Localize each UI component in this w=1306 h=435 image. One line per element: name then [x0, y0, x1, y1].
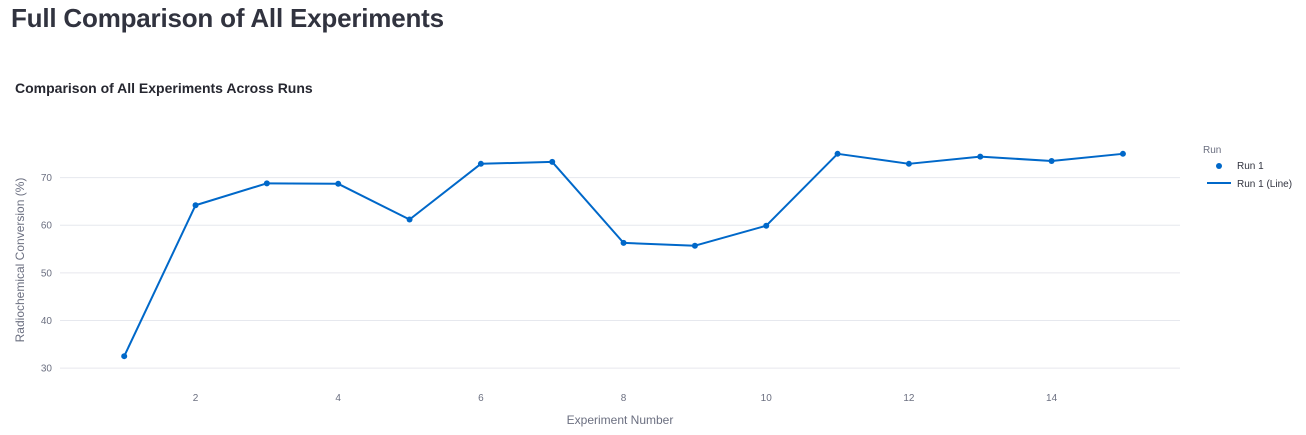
x-tick-label: 14: [1046, 393, 1058, 404]
chart-series[interactable]: [121, 150, 1126, 360]
data-point[interactable]: [834, 150, 841, 157]
x-tick-label: 4: [335, 393, 341, 404]
legend-label-run-1-line: Run 1 (Line): [1237, 179, 1292, 190]
y-axis-title: Radiochemical Conversion (%): [13, 178, 27, 343]
y-axis-ticks: 30 40 50 60 70: [41, 173, 53, 374]
data-point[interactable]: [121, 353, 128, 360]
data-point[interactable]: [977, 153, 984, 160]
legend-item-run-1[interactable]: Run 1: [1216, 161, 1264, 172]
y-tick-label: 40: [41, 316, 53, 327]
x-tick-label: 2: [193, 393, 199, 404]
data-point[interactable]: [620, 239, 627, 246]
data-point[interactable]: [1119, 150, 1126, 157]
legend-title: Run: [1203, 145, 1221, 156]
y-tick-label: 50: [41, 268, 53, 279]
data-point[interactable]: [905, 160, 912, 167]
x-axis-title: Experiment Number: [567, 413, 674, 427]
data-point[interactable]: [763, 222, 770, 229]
x-tick-label: 6: [478, 393, 484, 404]
data-point[interactable]: [192, 202, 199, 209]
data-point[interactable]: [1048, 157, 1055, 164]
chart-title: Comparison of All Experiments Across Run…: [15, 80, 313, 96]
x-axis-ticks: 2 4 6 8 10 12 14: [193, 393, 1058, 404]
data-point[interactable]: [691, 242, 698, 249]
data-point[interactable]: [549, 158, 556, 165]
page-title: Full Comparison of All Experiments: [11, 3, 444, 33]
data-point[interactable]: [477, 160, 484, 167]
chart-legend[interactable]: Run Run 1 Run 1 (Line): [1203, 145, 1292, 190]
series-line[interactable]: [123, 152, 1124, 357]
legend-marker-icon: [1216, 163, 1222, 169]
y-tick-label: 70: [41, 173, 53, 184]
y-tick-label: 60: [41, 221, 53, 232]
x-tick-label: 8: [621, 393, 627, 404]
y-tick-label: 30: [41, 364, 53, 375]
x-tick-label: 10: [761, 393, 773, 404]
x-tick-label: 12: [903, 393, 915, 404]
legend-item-run-1-line[interactable]: Run 1 (Line): [1207, 179, 1292, 190]
data-point[interactable]: [335, 180, 342, 187]
legend-label-run-1: Run 1: [1237, 161, 1264, 172]
data-point[interactable]: [263, 180, 270, 187]
chart-gridlines: [60, 177, 1180, 369]
data-point[interactable]: [406, 216, 413, 223]
